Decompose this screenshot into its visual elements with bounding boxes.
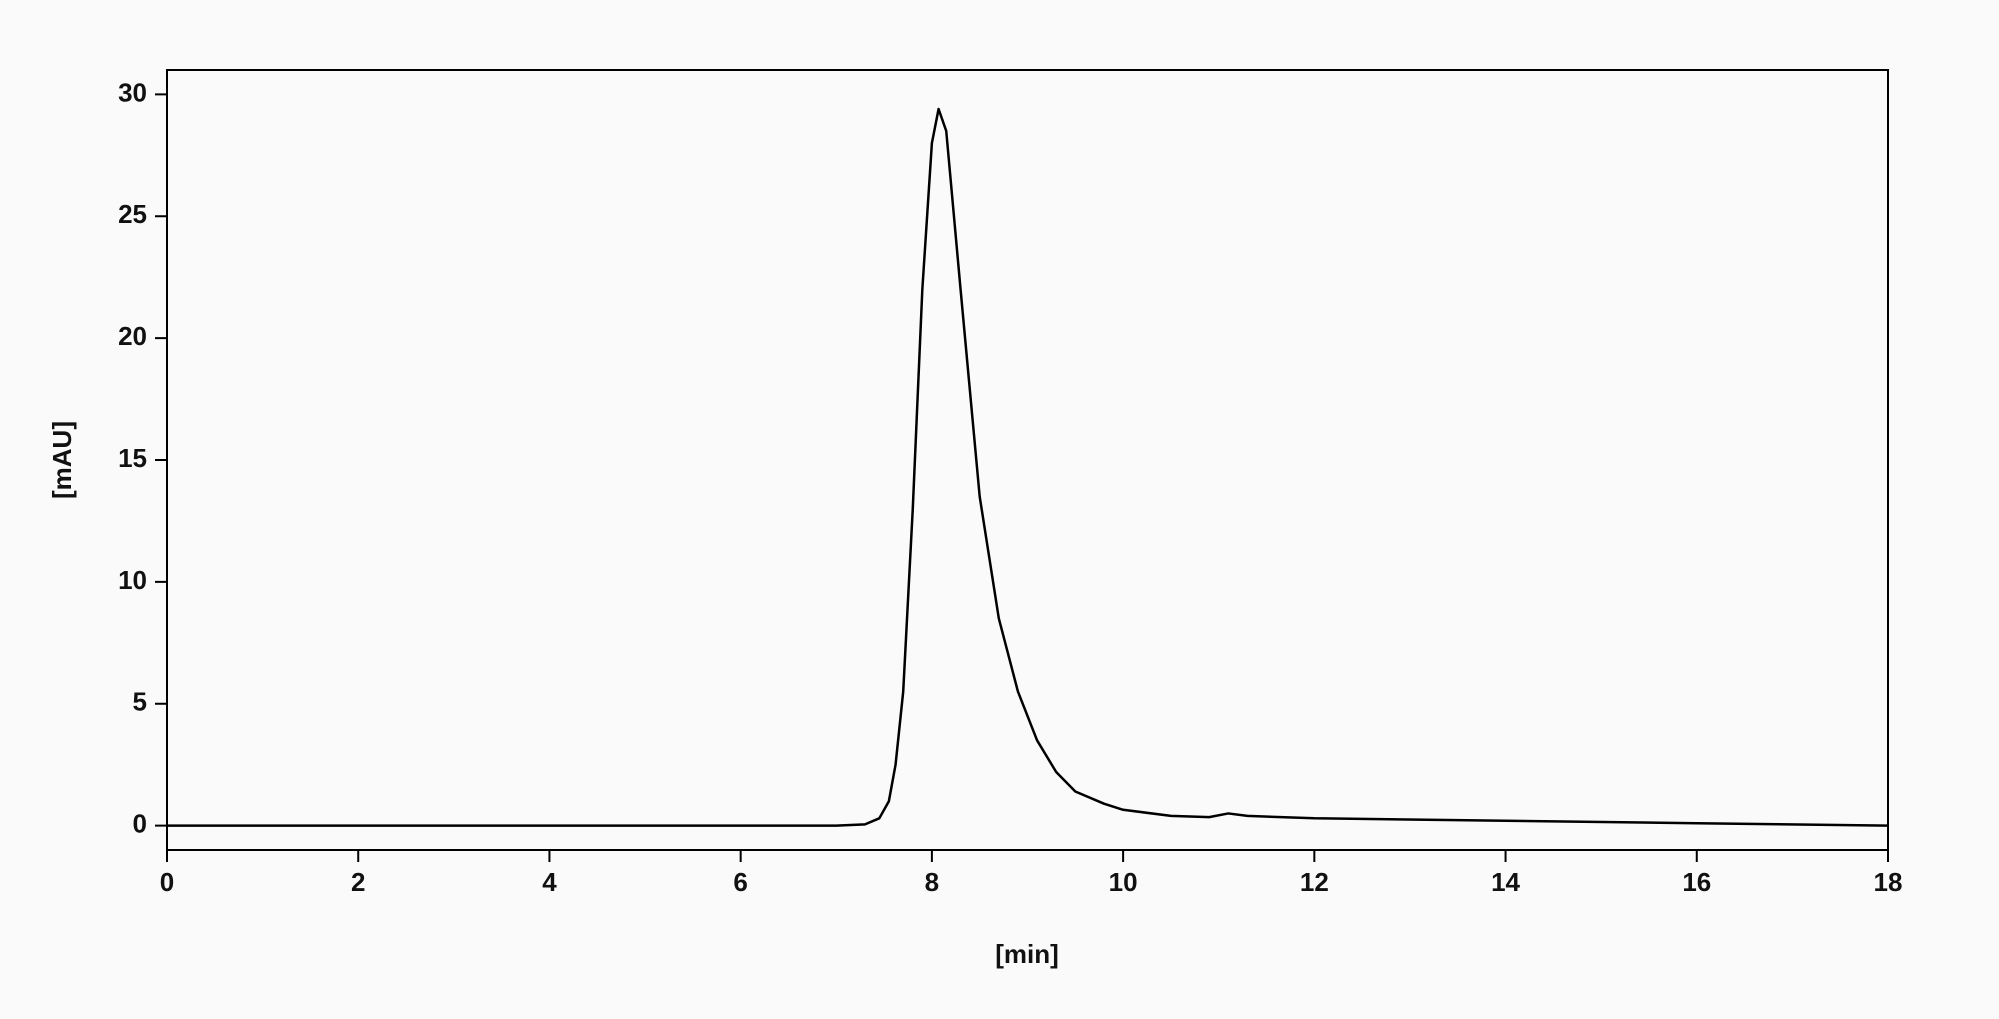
- y-axis-label: [mAU]: [47, 421, 77, 499]
- y-tick-label: 15: [118, 443, 147, 473]
- y-tick-label: 30: [118, 77, 147, 107]
- y-tick-label: 20: [118, 321, 147, 351]
- x-tick-label: 10: [1109, 867, 1138, 897]
- x-tick-label: 0: [160, 867, 174, 897]
- y-tick-label: 5: [133, 687, 147, 717]
- x-tick-label: 2: [351, 867, 365, 897]
- x-tick-label: 4: [542, 867, 557, 897]
- x-tick-label: 6: [733, 867, 747, 897]
- y-tick-label: 0: [133, 809, 147, 839]
- y-tick-label: 10: [118, 565, 147, 595]
- x-tick-label: 16: [1682, 867, 1711, 897]
- x-tick-label: 14: [1491, 867, 1520, 897]
- x-tick-label: 8: [925, 867, 939, 897]
- chromatogram-line: [167, 107, 1889, 827]
- x-axis-label: [min]: [995, 939, 1059, 969]
- y-tick-label: 25: [118, 199, 147, 229]
- x-tick-label: 18: [1874, 867, 1903, 897]
- x-tick-label: 12: [1300, 867, 1329, 897]
